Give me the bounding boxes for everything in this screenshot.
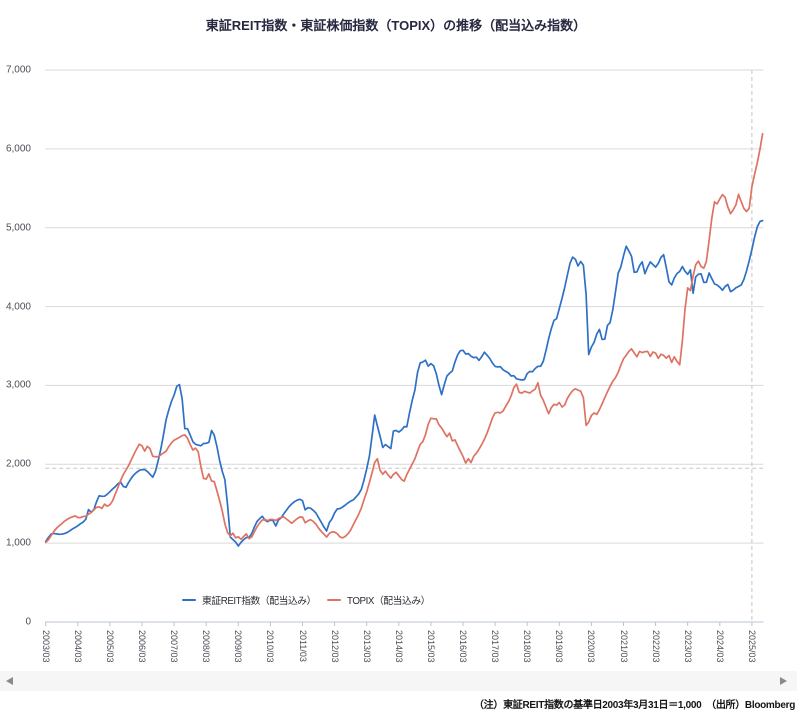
x-tick-label: 2015/03 (425, 630, 436, 663)
x-tick-label: 2004/03 (72, 630, 83, 663)
scroll-left-button[interactable] (1, 671, 17, 691)
x-tick-label: 2011/03 (297, 630, 308, 662)
y-tick-label: 7,000 (5, 64, 31, 76)
chart-title: 東証REIT指数・東証株価指数（TOPIX）の推移（配当込み指数） (205, 18, 587, 33)
legend-item-reit: 東証REIT指数（配当込み） (182, 593, 316, 607)
x-tick-label: 2025/03 (746, 630, 757, 663)
x-tick-label: 2006/03 (137, 630, 147, 663)
x-tick-label: 2014/03 (393, 630, 404, 663)
gridlines (45, 69, 764, 544)
x-tick-label: 2010/03 (265, 630, 276, 663)
x-tick-label: 2013/03 (361, 630, 372, 663)
topix-legend-label: TOPIX（配当込み） (346, 596, 431, 607)
y-tick-label: 4,000 (5, 301, 31, 313)
x-tick-label: 2003/03 (40, 630, 51, 663)
x-tick-label: 2021/03 (618, 630, 629, 663)
legend-item-topix: TOPIX（配当込み） (326, 593, 431, 607)
y-tick-label: 1,000 (5, 537, 31, 549)
x-tick-label: 2024/03 (714, 630, 725, 663)
x-tick-label: 2005/03 (104, 630, 115, 663)
reit-line-swatch (182, 598, 196, 602)
y-tick-label: 3,000 (5, 379, 31, 391)
source-footnote: （注）東証REIT指数の基準日2003年3月31日＝1,000 （出所）Bloo… (473, 700, 795, 711)
y-tick-label: 6,000 (5, 143, 31, 155)
reference-dashed-lines (45, 70, 764, 622)
x-tick-label: 2016/03 (458, 630, 468, 663)
topix-line-swatch (326, 598, 341, 602)
legend: 東証REIT指数（配当込み） TOPIX（配当込み） (182, 593, 430, 607)
x-tick-label: 2009/03 (233, 630, 244, 663)
x-tick-label: 2017/03 (490, 630, 501, 663)
x-tick-label: 2008/03 (201, 630, 212, 663)
y-tick-label: 2,000 (5, 458, 31, 470)
scrollbar-track[interactable] (0, 671, 797, 691)
right-triangle-icon (779, 677, 787, 685)
plot-area (44, 69, 764, 626)
x-tick-label: 2018/03 (522, 630, 533, 663)
y-tick-label: 5,000 (5, 222, 31, 234)
x-tick-label: 2007/03 (169, 630, 180, 663)
x-tick-label: 2020/03 (586, 630, 597, 663)
x-tick-label: 2023/03 (682, 630, 693, 663)
left-triangle-icon (5, 677, 13, 685)
x-tick-label: 2022/03 (650, 630, 661, 663)
y-tick-label: 0 (25, 616, 31, 628)
x-axis (45, 621, 764, 626)
x-tick-label: 2019/03 (554, 630, 565, 663)
scroll-right-button[interactable] (775, 671, 791, 691)
x-tick-label: 2012/03 (329, 630, 340, 663)
data-series (44, 132, 764, 547)
reit-legend-label: 東証REIT指数（配当込み） (202, 596, 316, 607)
